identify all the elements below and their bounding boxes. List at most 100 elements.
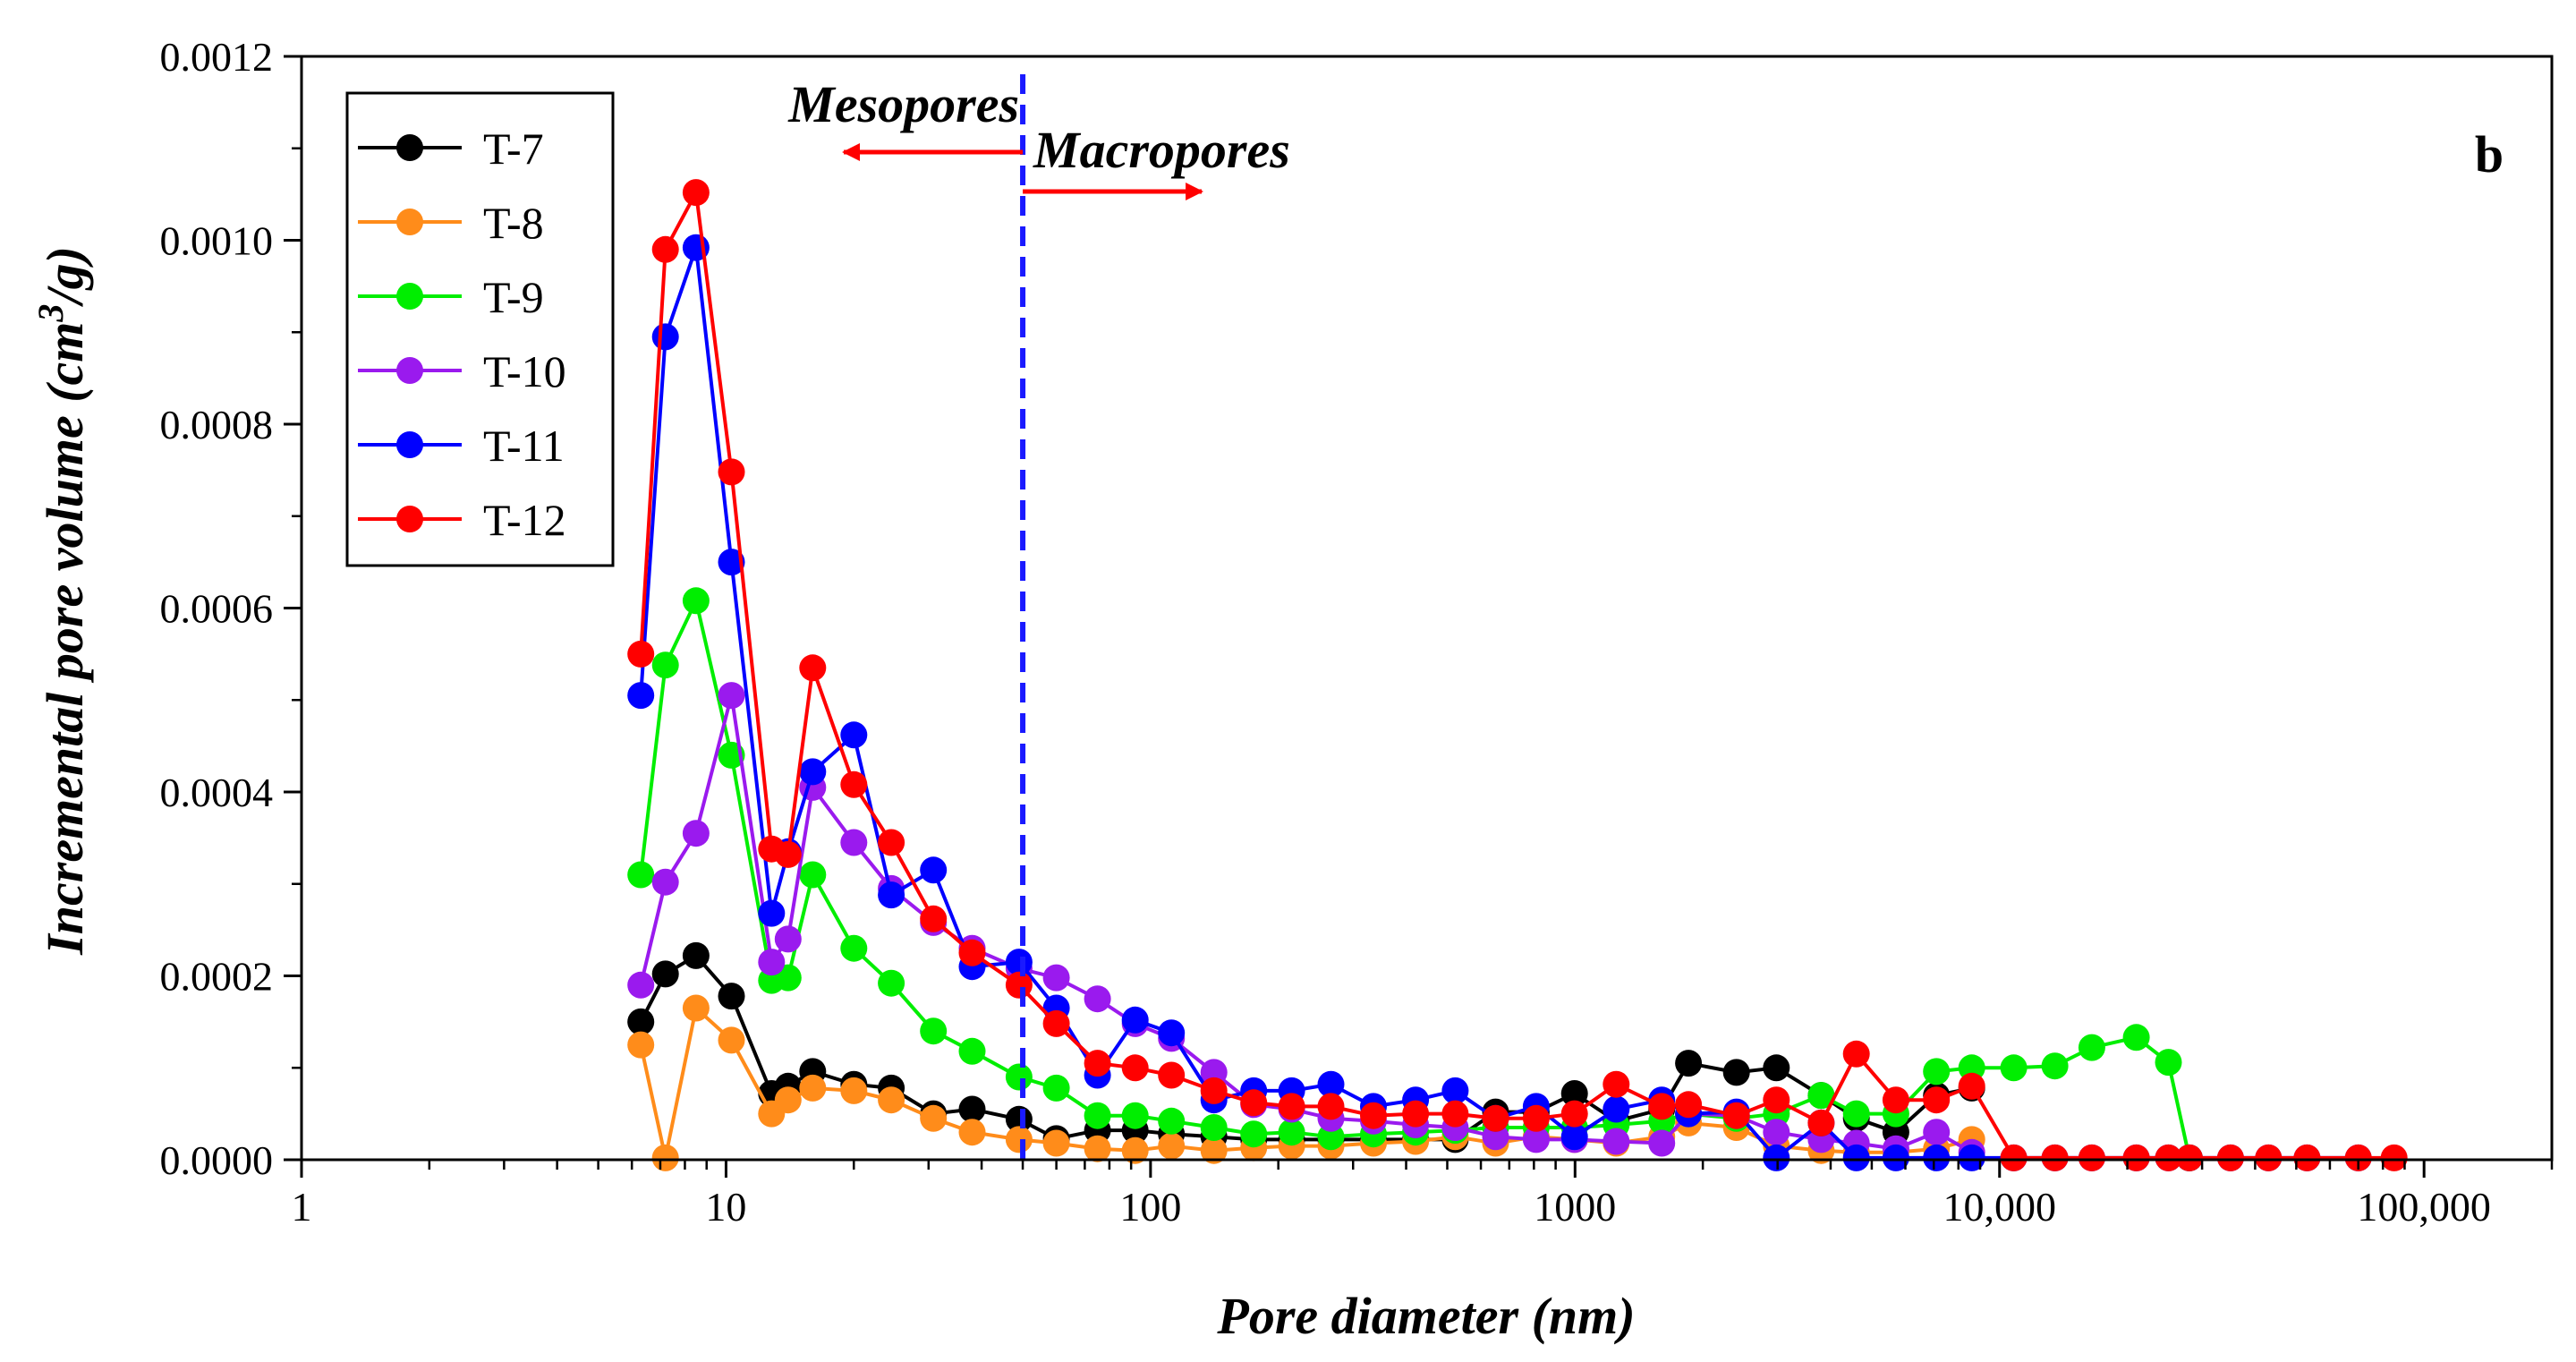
data-point <box>840 1077 868 1104</box>
data-point <box>1121 1006 1149 1034</box>
data-point <box>1482 1123 1509 1151</box>
mesopores-label: Mesopores <box>787 75 1019 133</box>
data-point <box>1084 1102 1111 1129</box>
data-point <box>1317 1123 1345 1151</box>
data-point <box>682 994 710 1022</box>
legend-item-t-11: T-11 <box>358 421 565 471</box>
y-tick-label: 0.0010 <box>160 218 274 264</box>
data-point <box>1842 1144 1870 1171</box>
data-point <box>1763 1086 1790 1114</box>
data-point <box>1240 1120 1268 1148</box>
legend-item-t-9: T-9 <box>358 272 544 322</box>
data-point <box>1042 1009 1070 1037</box>
series-layer <box>627 179 2408 1171</box>
x-tick-label: 100 <box>1119 1184 1181 1230</box>
data-point <box>799 758 827 786</box>
data-point <box>1441 1100 1469 1128</box>
data-point <box>1317 1093 1345 1120</box>
legend-label: T-10 <box>483 346 566 396</box>
x-tick-label: 100,000 <box>2357 1184 2491 1230</box>
legend-marker <box>396 134 423 161</box>
data-point <box>958 939 986 966</box>
data-point <box>1121 1054 1149 1082</box>
data-point <box>718 458 745 486</box>
macropores-label: Macropores <box>1033 121 1290 179</box>
data-point <box>1121 1102 1149 1129</box>
data-point <box>2078 1144 2105 1171</box>
data-point <box>1722 1102 1750 1129</box>
legend-item-t-12: T-12 <box>358 495 566 545</box>
data-point <box>1402 1100 1430 1128</box>
data-point <box>1482 1104 1509 1132</box>
y-axis-title-superscript: 3 <box>30 304 71 323</box>
data-point <box>1603 1095 1630 1123</box>
data-point <box>1240 1089 1268 1117</box>
legend-box <box>345 91 615 567</box>
data-point <box>878 1086 905 1114</box>
data-point <box>774 1086 802 1114</box>
data-point <box>2000 1144 2028 1171</box>
data-point <box>651 651 679 679</box>
legend-marker <box>396 506 423 532</box>
legend-marker <box>396 283 423 310</box>
data-point <box>651 323 679 351</box>
data-point <box>1084 1050 1111 1077</box>
data-point <box>1675 1050 1703 1077</box>
legend-label: T-9 <box>483 272 544 322</box>
data-point <box>1560 1123 1588 1151</box>
data-point <box>840 721 868 749</box>
legend-item-t-10: T-10 <box>358 346 566 396</box>
data-point <box>1763 1144 1790 1171</box>
legend-marker <box>396 209 423 235</box>
data-point <box>878 969 905 997</box>
data-point <box>2000 1054 2028 1082</box>
data-point <box>799 654 827 682</box>
x-axis-title: Pore diameter (nm) <box>1216 1287 1635 1345</box>
data-point <box>1042 1129 1070 1157</box>
legend-marker <box>396 431 423 458</box>
data-point <box>958 1095 986 1123</box>
series-line <box>639 186 2394 1160</box>
data-point <box>1005 971 1033 999</box>
data-point <box>2293 1144 2321 1171</box>
data-point <box>1158 1132 1186 1160</box>
data-point <box>1121 1136 1149 1164</box>
data-point <box>958 1119 986 1146</box>
series-line <box>639 595 2191 1159</box>
data-point <box>1603 1070 1630 1098</box>
data-point <box>1842 1100 1870 1128</box>
legend-label: T-7 <box>483 123 544 174</box>
x-tick-label: 1000 <box>1534 1184 1616 1230</box>
data-point <box>1005 1126 1033 1153</box>
data-point <box>1763 1119 1790 1146</box>
data-point <box>1084 1135 1111 1162</box>
data-point <box>627 682 655 710</box>
data-point <box>651 960 679 988</box>
data-point <box>878 829 905 856</box>
x-tick-label: 10,000 <box>1943 1184 2056 1230</box>
data-point <box>1648 1129 1676 1157</box>
panel-label: b <box>2475 125 2504 183</box>
data-point <box>1722 1059 1750 1086</box>
data-point <box>1158 1019 1186 1047</box>
data-point <box>1882 1144 1909 1171</box>
data-point <box>1923 1086 1951 1114</box>
data-point <box>651 1144 679 1171</box>
y-tick-label: 0.0012 <box>160 34 274 80</box>
data-point <box>1648 1093 1676 1120</box>
data-point <box>1360 1102 1387 1129</box>
data-point <box>878 881 905 909</box>
data-point <box>682 941 710 969</box>
data-point <box>1042 1074 1070 1102</box>
data-point <box>718 549 745 576</box>
data-point <box>2078 1034 2105 1061</box>
data-point <box>627 640 655 668</box>
data-point <box>758 949 786 976</box>
data-point <box>1522 1104 1550 1132</box>
data-point <box>1005 1063 1033 1091</box>
data-point <box>1200 1114 1228 1141</box>
data-point <box>1084 985 1111 1013</box>
data-point <box>1522 1126 1550 1153</box>
